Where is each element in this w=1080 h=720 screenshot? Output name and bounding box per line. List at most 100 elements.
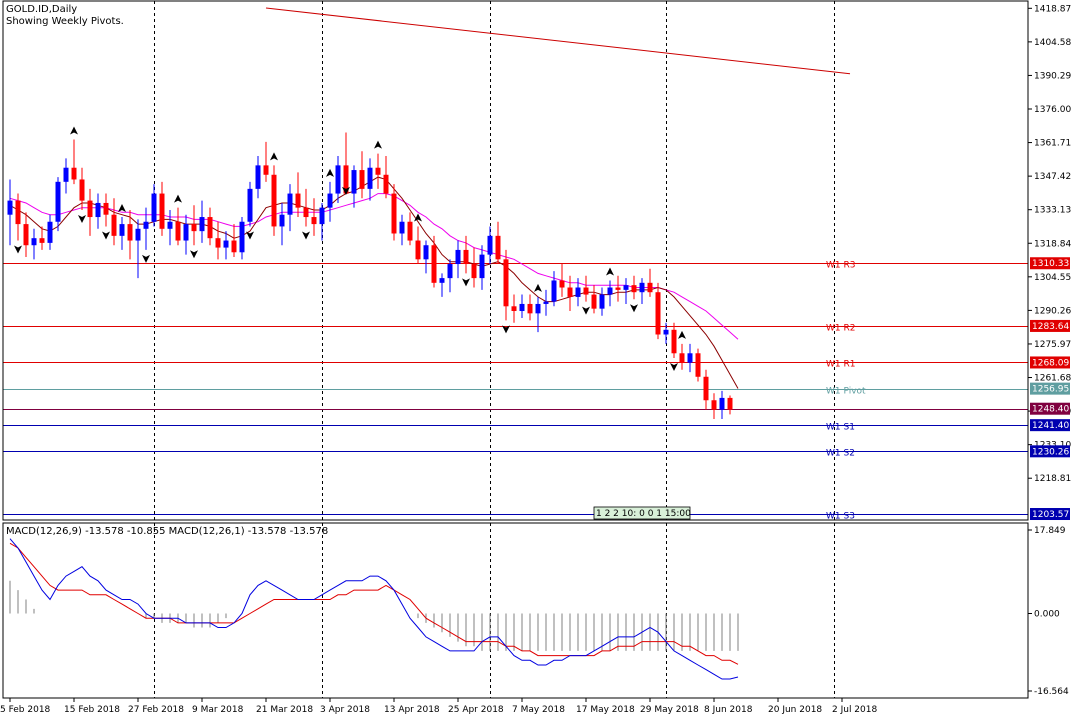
- candle-body: [703, 376, 709, 401]
- candle-body: [687, 353, 693, 363]
- fractal-down-arrow: [670, 362, 678, 371]
- candle-body: [271, 174, 277, 227]
- candle-body: [423, 245, 429, 260]
- candles: [7, 132, 733, 420]
- candle: [599, 287, 605, 316]
- candle: [551, 271, 557, 307]
- macd-title: MACD(12,26,9) -13.578 -10.855 MACD(12,26…: [6, 526, 328, 537]
- candle: [79, 167, 85, 210]
- candle-body: [191, 224, 197, 232]
- price-tick-label: 1390.29: [1034, 71, 1071, 81]
- candle: [519, 294, 525, 319]
- candle-body: [511, 306, 517, 311]
- fractal-up-arrow: [534, 283, 542, 292]
- candle: [135, 219, 141, 279]
- candle: [727, 395, 733, 415]
- candle-body: [551, 280, 557, 302]
- candle-body: [431, 245, 437, 283]
- candle: [479, 245, 485, 290]
- macd-tick-label: -16.564: [1034, 687, 1069, 697]
- candle: [351, 165, 357, 208]
- price-tags: 1310.33 1283.64 1268.09 1256.95 1248.40 1241.…: [1030, 257, 1070, 521]
- fractal-down-arrow: [246, 231, 254, 240]
- candle: [63, 158, 69, 194]
- price-tick-label: 1318.84: [1034, 239, 1071, 249]
- price-tag: [1030, 319, 1070, 332]
- fast-moving-average: [9, 176, 739, 389]
- pivot-label: W1 S1: [826, 423, 855, 433]
- candle-body: [719, 397, 725, 410]
- candle: [631, 275, 637, 300]
- candle-body: [495, 235, 501, 260]
- candle-body: [623, 285, 629, 290]
- candle-body: [487, 235, 493, 255]
- candle-body: [407, 221, 413, 241]
- price-tag-label: 1268.09: [1032, 358, 1069, 368]
- candle-body: [671, 329, 677, 354]
- date-tick-label: 29 May 2018: [640, 705, 699, 715]
- candle: [303, 188, 309, 227]
- candle: [567, 275, 573, 311]
- candle: [639, 278, 645, 304]
- candle: [383, 155, 389, 199]
- price-tag-label: 1256.95: [1032, 385, 1069, 395]
- candle-body: [231, 240, 237, 253]
- candle-body: [455, 249, 461, 265]
- candle: [583, 275, 589, 302]
- candle: [119, 217, 125, 250]
- price-tag-label: 1283.64: [1032, 322, 1069, 332]
- price-tick-label: 1275.97: [1034, 340, 1071, 350]
- candle: [455, 240, 461, 279]
- candle-body: [391, 193, 397, 234]
- candle-body: [359, 170, 365, 189]
- candle: [703, 369, 709, 410]
- candle: [431, 235, 437, 288]
- date-tick-label: 8 Jun 2018: [704, 705, 753, 715]
- candle-body: [567, 287, 573, 297]
- candle-body: [95, 202, 101, 218]
- macd-panel: [9, 538, 739, 680]
- countdown-text: 1 2 2 10: 0 0 1 15:00: [596, 509, 691, 519]
- fractals: [14, 126, 686, 371]
- fractal-up-arrow: [414, 213, 422, 222]
- candle: [655, 282, 661, 340]
- candle-body: [119, 224, 125, 236]
- candle: [407, 212, 413, 246]
- candle: [343, 132, 349, 194]
- candle: [623, 278, 629, 304]
- macd-main-line: [9, 538, 739, 680]
- candle: [327, 181, 333, 222]
- macd-signal-line: [9, 542, 739, 665]
- frames: [2, 0, 1029, 699]
- candle: [151, 184, 157, 227]
- candle-body: [503, 259, 509, 307]
- date-tick-label: 5 Feb 2018: [0, 705, 51, 715]
- candle: [439, 273, 445, 297]
- candle-body: [311, 217, 317, 225]
- fractal-up-arrow: [678, 330, 686, 339]
- candle-body: [343, 165, 349, 194]
- candle: [143, 207, 149, 250]
- date-tick-label: 9 Mar 2018: [192, 705, 244, 715]
- price-tag-label: 1241.40: [1032, 421, 1069, 431]
- candle-body: [583, 287, 589, 295]
- candle-body: [471, 264, 477, 279]
- price-tag: [1030, 356, 1070, 369]
- candle: [463, 235, 469, 274]
- candle-body: [655, 292, 661, 335]
- candle: [471, 247, 477, 288]
- date-tick-label: 20 Jun 2018: [768, 705, 822, 715]
- pivot-label: W1 R3: [826, 261, 855, 271]
- candle: [271, 165, 277, 236]
- candle-body: [183, 224, 189, 241]
- fractal-down-arrow: [302, 231, 310, 240]
- candle: [191, 205, 197, 246]
- candle: [607, 280, 613, 307]
- candle: [359, 151, 365, 199]
- candle-body: [215, 238, 221, 248]
- fractal-down-arrow: [462, 278, 470, 287]
- candle: [223, 231, 229, 260]
- candle: [663, 322, 669, 344]
- candle: [215, 221, 221, 260]
